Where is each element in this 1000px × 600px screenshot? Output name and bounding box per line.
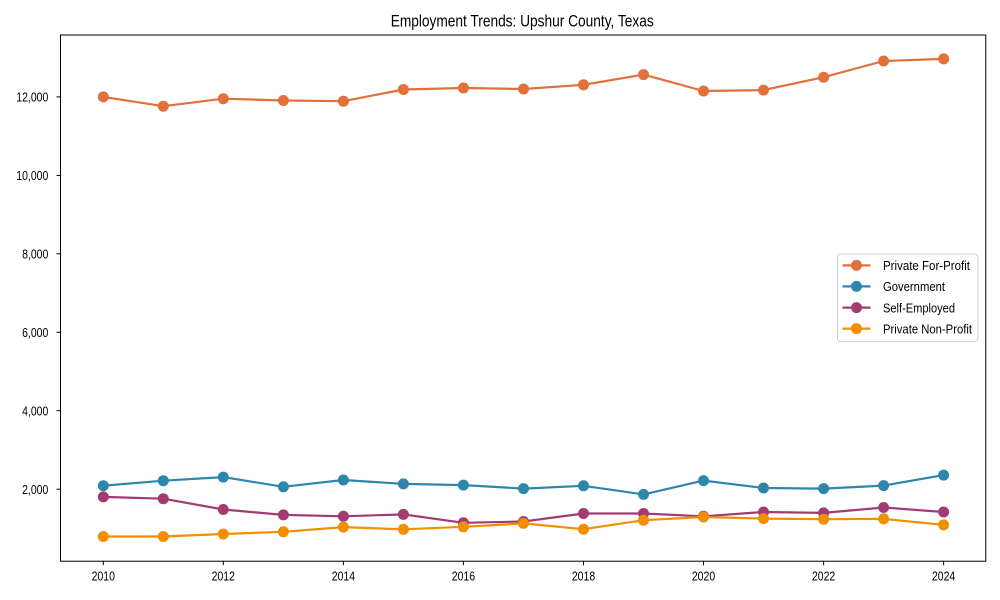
- svg-text:8,000: 8,000: [22, 247, 48, 262]
- svg-text:10,000: 10,000: [16, 168, 48, 183]
- svg-text:2010: 2010: [92, 569, 115, 584]
- svg-text:2018: 2018: [572, 569, 595, 584]
- svg-text:2016: 2016: [452, 569, 475, 584]
- svg-text:Private For-Profit: Private For-Profit: [883, 258, 970, 273]
- svg-text:2024: 2024: [932, 569, 956, 584]
- svg-text:2020: 2020: [692, 569, 715, 584]
- svg-text:4,000: 4,000: [22, 404, 48, 419]
- svg-text:6,000: 6,000: [22, 325, 48, 340]
- svg-text:2014: 2014: [332, 569, 356, 584]
- svg-text:Private Non-Profit: Private Non-Profit: [883, 321, 972, 336]
- svg-text:Self-Employed: Self-Employed: [883, 300, 955, 315]
- svg-text:Government: Government: [883, 279, 945, 294]
- svg-text:2,000: 2,000: [22, 482, 48, 497]
- svg-text:2022: 2022: [812, 569, 835, 584]
- svg-text:Employment Trends: Upshur Coun: Employment Trends: Upshur County, Texas: [391, 12, 654, 31]
- svg-text:12,000: 12,000: [16, 90, 48, 105]
- svg-text:2012: 2012: [212, 569, 235, 584]
